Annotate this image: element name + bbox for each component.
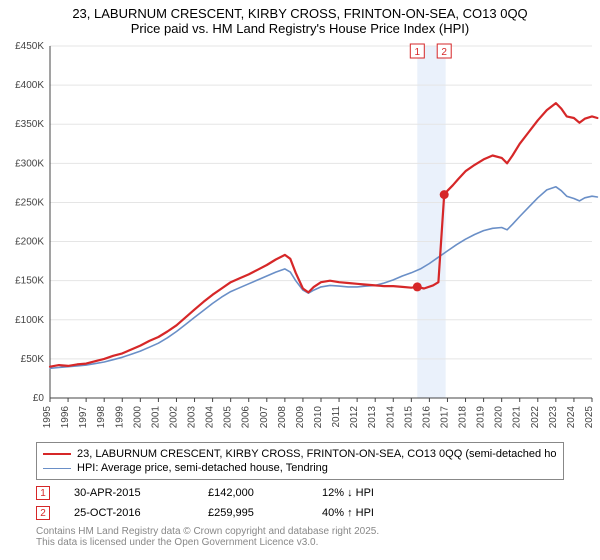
x-tick-label: 2021 [512, 406, 523, 429]
legend-label: HPI: Average price, semi-detached house,… [77, 461, 328, 475]
chart-title: 23, LABURNUM CRESCENT, KIRBY CROSS, FRIN… [0, 0, 600, 38]
x-tick-label: 2012 [349, 406, 360, 429]
x-tick-label: 2011 [331, 406, 342, 428]
sale-row-badge: 2 [36, 506, 50, 520]
y-tick-label: £450K [15, 41, 44, 52]
x-tick-label: 2001 [150, 406, 161, 429]
x-tick-label: 2007 [259, 406, 270, 429]
x-tick-label: 2014 [385, 406, 396, 429]
y-tick-label: £0 [33, 393, 45, 404]
x-tick-label: 2019 [476, 406, 487, 429]
sale-row: 2 25-OCT-2016 £259,995 40% ↑ HPI [36, 506, 564, 520]
sale-row-price: £259,995 [208, 507, 298, 519]
sale-row-delta: 12% ↓ HPI [322, 487, 374, 499]
x-tick-label: 2020 [494, 406, 505, 429]
footer: Contains HM Land Registry data © Crown c… [36, 526, 564, 548]
x-tick-label: 1998 [96, 406, 107, 429]
sale-row-price: £142,000 [208, 487, 298, 499]
x-tick-label: 2000 [132, 406, 143, 429]
sale-row-badge: 1 [36, 486, 50, 500]
x-tick-label: 2009 [295, 406, 306, 429]
x-tick-label: 2006 [241, 406, 252, 429]
series-hpi [50, 187, 597, 368]
footer-line1: Contains HM Land Registry data © Crown c… [36, 526, 564, 537]
sale-markers-table: 1 30-APR-2015 £142,000 12% ↓ HPI 2 25-OCT-201… [36, 486, 564, 520]
chart-title-line1: 23, LABURNUM CRESCENT, KIRBY CROSS, FRIN… [4, 6, 596, 21]
x-tick-label: 1995 [42, 406, 53, 429]
chart-svg: £0 £50K £100K £150K £200K £250K £300K £350K £400… [0, 38, 600, 438]
legend: 23, LABURNUM CRESCENT, KIRBY CROSS, FRIN… [36, 442, 564, 480]
sale-row: 1 30-APR-2015 £142,000 12% ↓ HPI [36, 486, 564, 500]
x-tick-label: 2013 [367, 406, 378, 429]
y-tick-label: £150K [15, 276, 44, 287]
y-tick-label: £350K [15, 119, 44, 130]
x-tick-label: 2025 [584, 406, 595, 429]
sale-marker-num: 2 [441, 47, 447, 58]
x-tick-label: 2017 [439, 406, 450, 429]
y-tick-label: £50K [21, 354, 45, 365]
sale-marker-dot [440, 190, 449, 199]
x-tick-label: 2015 [403, 406, 414, 429]
x-tick-label: 2005 [223, 406, 234, 429]
x-tick-label: 2004 [205, 406, 216, 429]
y-tick-label: £100K [15, 315, 44, 326]
x-tick-label: 2018 [458, 406, 469, 429]
legend-row: HPI: Average price, semi-detached house,… [43, 461, 557, 475]
sale-row-date: 30-APR-2015 [74, 487, 184, 499]
sale-row-date: 25-OCT-2016 [74, 507, 184, 519]
x-tick-label: 2024 [566, 406, 577, 429]
legend-swatch [43, 468, 71, 469]
series-property [50, 103, 597, 367]
x-tick-label: 2016 [421, 406, 432, 429]
chart-title-line2: Price paid vs. HM Land Registry's House … [4, 21, 596, 36]
x-tick-label: 2022 [530, 406, 541, 429]
x-tick-label: 2002 [168, 406, 179, 429]
legend-label: 23, LABURNUM CRESCENT, KIRBY CROSS, FRIN… [77, 447, 557, 461]
legend-swatch [43, 453, 71, 455]
x-tick-label: 1997 [78, 406, 89, 429]
sale-marker-num: 1 [415, 47, 421, 58]
sale-marker-dot [413, 282, 422, 291]
legend-row: 23, LABURNUM CRESCENT, KIRBY CROSS, FRIN… [43, 447, 557, 461]
x-tick-label: 2003 [187, 406, 198, 429]
x-tick-label: 2010 [313, 406, 324, 429]
chart-area: £0 £50K £100K £150K £200K £250K £300K £350K £400… [0, 38, 600, 438]
x-tick-label: 2008 [277, 406, 288, 429]
x-tick-label: 1999 [114, 406, 125, 429]
sale-row-delta: 40% ↑ HPI [322, 507, 374, 519]
y-tick-label: £250K [15, 197, 44, 208]
y-tick-label: £300K [15, 158, 44, 169]
y-tick-label: £200K [15, 237, 44, 248]
x-tick-label: 1996 [60, 406, 71, 429]
x-tick-label: 2023 [548, 406, 559, 429]
footer-line2: This data is licensed under the Open Gov… [36, 537, 564, 548]
y-tick-label: £400K [15, 80, 44, 91]
